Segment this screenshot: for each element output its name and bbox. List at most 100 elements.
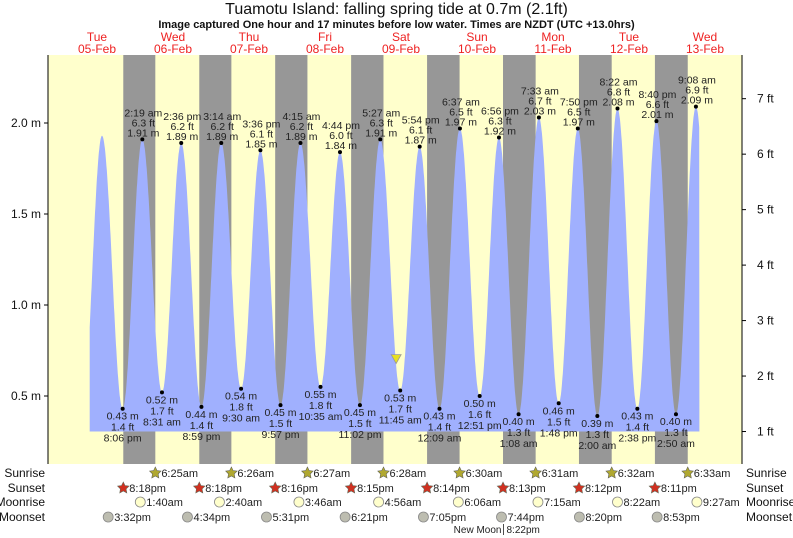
day-weekday-label: Wed [693,30,717,44]
tide-point [536,115,541,120]
tide-time-label: 11:45 am [379,415,422,427]
tide-point [199,404,204,409]
moonset-icon [261,511,272,523]
tide-height-m-label: 1.92 m [484,126,516,138]
sunrise-star-icon [529,466,542,479]
tide-height-ft-label: 6.5 ft [449,106,472,118]
tide-time-label: 2:00 am [578,440,616,452]
tide-point [437,406,442,411]
tide-height-ft-label: 1.6 ft [468,409,491,421]
tide-height-ft-label: 1.3 ft [586,429,609,441]
day-date-label: 06-Feb [154,42,192,56]
day-date-label: 08-Feb [306,42,344,56]
high-tide-marker: 3:14 am6.2 ft1.89 m [203,111,241,146]
sunset-time: 8:15pm [357,483,394,495]
tide-point [635,406,640,411]
tide-point [496,135,501,140]
tide-point [357,403,362,408]
sunrise-star-icon [681,466,695,479]
tide-point [140,137,145,142]
day-weekday-label: Thu [239,30,260,44]
high-tide-marker: 6:37 am6.5 ft1.97 m [442,96,480,131]
tide-point [120,406,125,411]
tide-height-ft-label: 6.1 ft [409,125,432,137]
moonrise-time: 2:40am [225,497,262,509]
sunset-time: 8:13pm [509,483,546,495]
sunrise-star-icon [225,466,238,479]
moonrise-icon [691,496,703,508]
tide-height-ft-label: 6.0 ft [329,130,352,142]
moonrise-icon [293,496,305,508]
moonrise-icon [373,496,385,508]
tide-point [477,394,482,398]
sunset-time: 8:18pm [205,483,242,495]
tide-height-m-label: 1.89 m [166,131,198,143]
tide-time-label: 8:40 pm [638,89,676,101]
tide-time-label: 8:22 am [600,76,638,88]
tide-height-ft-label: 1.4 ft [111,422,134,434]
tide-height-ft-label: 6.3 ft [370,117,393,129]
tide-point [693,104,698,109]
tide-time-label: 8:59 pm [182,431,220,443]
tide-time-label: 3:36 pm [242,118,280,130]
sunset-star-icon [268,481,282,494]
high-tide-marker: 4:44 pm6.0 ft1.84 m [322,120,360,155]
tide-point [516,412,521,417]
day-date-label: 11-Feb [534,42,571,56]
sunset-star-icon [572,481,586,494]
tide-point [278,403,283,408]
tide-height-m-label: 0.39 m [581,418,613,430]
tide-time-label: 8:06 pm [104,433,142,445]
tide-time-label: 2:36 pm [163,111,201,123]
moonrise-row-label-left: Moonrise [0,495,45,509]
day-date-label: 13-Feb [686,42,724,56]
tide-height-m-label: 0.52 m [146,394,178,406]
tide-height-ft-label: 6.5 ft [567,106,590,118]
tide-height-m-label: 1.91 m [365,127,397,139]
sunrise-time: 6:27am [313,468,350,480]
low-tide-marker: 0.43 m1.4 ft8:06 pm [104,406,142,445]
sunset-time: 8:14pm [433,483,470,495]
moonrise-time: 3:46am [305,497,342,509]
tide-height-m-label: 0.45 m [264,407,296,419]
moonrise-time: 1:40am [146,497,183,509]
sunrise-star-icon [301,466,314,479]
sunrise-time: 6:33am [694,468,731,480]
tide-height-m-label: 1.87 m [405,135,437,147]
chart-title: Tuamotu Island: falling spring tide at 0… [225,1,568,18]
moon-phase-label: New Moon [454,525,502,536]
sunset-star-icon [420,481,434,494]
high-tide-marker: 2:19 am6.3 ft1.91 m [124,107,163,142]
tide-time-label: 10:35 am [299,411,343,423]
tide-height-m-label: 1.89 m [206,131,238,143]
day-date-label: 09-Feb [382,42,420,56]
right-axis-tick-label: 6 ft [757,147,774,161]
tide-height-ft-label: 1.4 ft [428,422,451,434]
tide-time-label: 1:08 am [500,438,538,450]
sunset-star-icon [116,481,130,494]
tide-point [179,141,184,146]
sunset-time: 8:12pm [585,483,622,495]
tide-height-ft-label: 6.9 ft [685,85,708,97]
tide-point [298,141,303,146]
sunset-time: 8:18pm [129,483,166,495]
tide-time-label: 12:51 pm [458,420,502,432]
tide-height-m-label: 0.43 m [107,411,139,423]
left-axis-tick-label: 0.5 m [11,389,41,403]
tide-point [239,386,244,391]
sunrise-time: 6:26am [237,468,274,480]
low-tide-marker: 0.39 m1.3 ft2:00 am [578,414,617,452]
moonset-time: 7:44pm [507,512,544,524]
tide-height-m-label: 1.84 m [325,140,357,152]
high-tide-marker: 7:33 am6.7 ft2.03 m [521,86,559,120]
tide-time-label: 4:44 pm [322,120,360,132]
tide-point [318,384,323,389]
day-date-label: 07-Feb [230,42,268,56]
sunrise-star-icon [377,466,390,479]
moonrise-row-label-right: Moonrise [746,495,793,509]
tide-time-label: 7:50 pm [560,96,598,108]
tide-time-label: 1:48 pm [540,427,578,439]
